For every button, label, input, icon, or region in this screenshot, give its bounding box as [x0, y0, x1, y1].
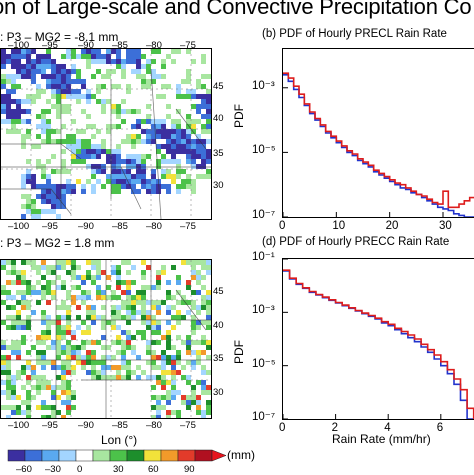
colorbar-swatch	[92, 449, 111, 462]
map-a-lon-tick: –95	[42, 221, 58, 232]
map-a-lon-tick: –75	[180, 221, 196, 232]
map-c-label: : P3 – MG2 = 1.8 mm	[0, 236, 115, 250]
series-line-0	[283, 270, 474, 419]
x-tick-label: 20	[385, 220, 399, 232]
map-a-lat-tick: 30	[213, 180, 224, 191]
map-c-lon-tick: –95	[42, 420, 58, 431]
map-a-lat-tick: 40	[213, 113, 224, 124]
colorbar-swatch	[126, 449, 145, 462]
map-c-lon-tick: –75	[180, 420, 196, 431]
colorbar-swatch	[7, 449, 26, 462]
colorbar-swatch	[24, 449, 43, 462]
map-xlabel: Lon (°)	[101, 433, 138, 447]
y-tick-label: 10⁻⁷	[252, 209, 276, 221]
map-a-field	[1, 49, 211, 219]
x-tick-label: 6	[436, 422, 444, 434]
series-line-1	[283, 269, 474, 419]
chart-d-plot	[282, 258, 474, 420]
colorbar-tick: –60	[16, 464, 32, 475]
map-a-top-lon-tick: –85	[112, 40, 128, 51]
x-tick-label: 4	[384, 422, 391, 434]
colorbar-tick: –30	[45, 464, 61, 475]
map-a-top-lon-tick: –100	[8, 40, 30, 51]
map-a-top-lon-tick: –80	[146, 40, 162, 51]
map-c	[0, 259, 212, 419]
map-a-top-lon-tick: –75	[180, 40, 196, 51]
map-a-lon-tick: –90	[78, 221, 94, 232]
colorbar-swatch	[109, 449, 128, 462]
map-c-lon-tick: –100	[8, 420, 30, 431]
colorbar-unit: (mm)	[227, 448, 255, 462]
x-tick-label: 30	[439, 220, 452, 232]
chart-d-xlabel: Rain Rate (mm/hr)	[332, 432, 431, 446]
x-tick-label: 0	[279, 220, 286, 232]
colorbar-extend-arrow	[211, 449, 227, 462]
map-c-field	[1, 260, 211, 418]
y-tick-label: 10⁻⁷	[252, 411, 276, 423]
colorbar-swatch	[58, 449, 77, 462]
colorbar	[0, 449, 250, 463]
colorbar-tick: 90	[184, 464, 195, 475]
y-tick-label: 10⁻¹	[252, 251, 275, 263]
colorbar-swatch	[75, 449, 94, 462]
y-tick-label: 10⁻³	[252, 304, 275, 317]
figure-title: on of Large-scale and Convective Precipi…	[0, 0, 472, 19]
map-c-lat-tick: 40	[213, 320, 224, 331]
series-line-0	[283, 74, 474, 217]
colorbar-swatch	[160, 449, 179, 462]
map-c-lon-tick: –80	[146, 420, 162, 431]
chart-b-plot	[282, 48, 474, 218]
map-a-label: : P3 – MG2 = -8.1 mm	[0, 30, 119, 44]
map-a-lon-tick: –85	[112, 221, 128, 232]
chart-b-ylabel: PDF	[232, 104, 246, 128]
colorbar-swatch	[143, 449, 162, 462]
x-tick-label: 10	[332, 220, 346, 232]
map-c-lon-tick: –90	[78, 420, 94, 431]
series-line-1	[283, 72, 474, 209]
colorbar-tick: 0	[77, 464, 83, 475]
map-a-lon-tick: –80	[146, 221, 162, 232]
map-a-top-lon-tick: –90	[78, 40, 94, 51]
map-a	[0, 48, 212, 220]
map-c-lat-tick: 45	[213, 286, 224, 297]
chart-d-title: (d) PDF of Hourly PRECC Rain Rate	[262, 236, 450, 248]
map-a-lat-tick: 35	[213, 148, 224, 159]
map-c-lon-tick: –85	[112, 420, 128, 431]
y-tick-label: 10⁻⁵	[252, 144, 276, 157]
map-c-lat-tick: 35	[213, 353, 224, 364]
x-tick-label: 2	[331, 422, 338, 434]
chart-b-title: (b) PDF of Hourly PRECL Rain Rate	[262, 28, 447, 40]
colorbar-swatch	[194, 449, 213, 462]
y-tick-label: 10⁻⁵	[252, 357, 276, 370]
colorbar-tick: 60	[148, 464, 159, 475]
map-c-lat-tick: 30	[213, 387, 224, 398]
y-tick-label: 10⁻³	[252, 79, 275, 92]
colorbar-tick: 30	[113, 464, 124, 475]
map-a-lon-tick: –100	[8, 221, 30, 232]
x-tick-label: 0	[279, 422, 286, 434]
colorbar-swatch	[177, 449, 196, 462]
chart-d-ylabel: PDF	[232, 340, 246, 364]
map-a-lat-tick: 45	[213, 81, 224, 92]
colorbar-swatch	[41, 449, 60, 462]
map-a-top-lon-tick: –95	[42, 40, 58, 51]
